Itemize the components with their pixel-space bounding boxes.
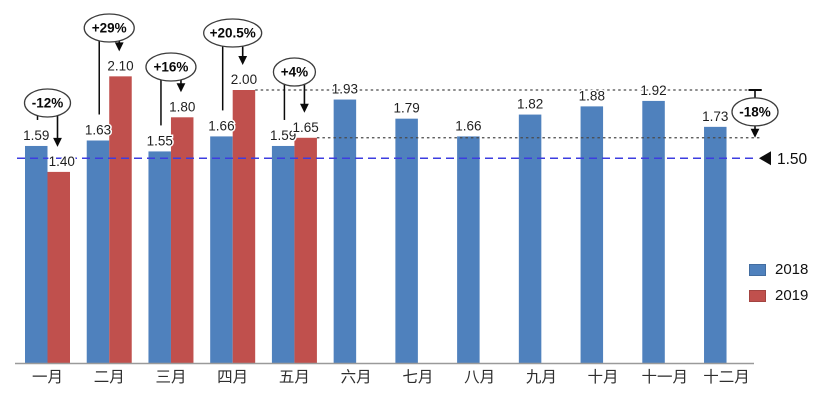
bar-2019-m5 [294,137,317,363]
x-tick-m2: 二月 [94,369,125,386]
bar-2018-m10 [580,106,604,363]
x-tick-m4: 四月 [217,369,248,386]
value-label-2018-m4: 1.66 [208,118,234,133]
annotation-oval-m1 [23,88,72,118]
annotation-arrowhead-m4 [238,56,248,65]
value-label-2019-m4: 2.00 [231,72,257,87]
annotation-text-m2: +29% [92,21,127,36]
drop-annotation-oval [731,97,779,127]
annotation-text-m4: +20.5% [210,26,256,41]
x-tick-m7: 七月 [402,368,433,386]
annotation-arrowhead-m5 [300,103,309,113]
annotation-text-m1: -12% [32,96,64,111]
bar-2019-m3 [170,117,194,363]
bar-2018-m1 [25,145,48,363]
annotation-oval-m4 [203,18,263,48]
value-label-2019-m5: 1.65 [293,120,319,135]
bar-2018-m12 [704,126,727,363]
value-label-2018-m10: 1.88 [579,88,605,103]
x-tick-m10: 十月 [588,368,619,386]
value-label-2019-m1: 1.40 [49,154,75,169]
annotation-arrowhead-m2 [114,42,124,52]
bar-2018-m4 [210,136,233,363]
bar-2018-m7 [395,118,418,363]
value-label-2018-m7: 1.79 [393,101,419,116]
annotation-arrowhead-m1 [53,137,62,147]
x-tick-m6: 六月 [341,368,372,386]
bar-2018-m3 [148,151,171,363]
x-tick-m9: 九月 [526,368,557,386]
value-label-2018-m2: 1.63 [85,123,111,138]
bar-2018-m8 [457,136,480,363]
value-label-2018-m12: 1.73 [702,109,728,124]
value-label-2018-m5: 1.59 [270,128,296,143]
annotation-oval-m3 [145,52,197,82]
value-label-2018-m3: 1.55 [147,133,173,148]
legend: 2018 2019 [749,261,809,304]
annotation-oval-m2 [83,13,135,43]
legend-item-2019: 2019 [749,287,809,304]
x-tick-m1: 一月 [32,369,63,386]
bar-2019-m4 [232,90,256,363]
annotation-arrowhead-m3 [176,83,186,93]
value-label-2018-m1: 1.59 [23,128,49,143]
bar-2018-m6 [333,99,357,364]
value-label-2018-m9: 1.82 [517,97,543,112]
drop-arrowhead [750,128,760,138]
bar-2019-m2 [109,76,132,363]
x-tick-m8: 八月 [464,369,495,386]
x-tick-m3: 三月 [155,369,186,386]
legend-label-2019: 2019 [775,287,809,304]
annotation-text-m3: +16% [154,60,189,75]
legend-swatch-2018 [749,264,766,276]
bar-2018-m9 [518,114,542,363]
annotation-oval-m5 [272,57,317,87]
value-label-2018-m11: 1.92 [640,83,666,98]
target-line-label: 1.50 [777,151,808,168]
value-label-2019-m3: 1.80 [169,99,195,114]
drop-annotation-text: -18% [739,104,771,119]
bar-2018-m2 [86,140,110,363]
legend-item-2018: 2018 [749,261,809,278]
value-label-2018-m6: 1.93 [332,82,358,97]
bar-2018-m11 [642,100,665,364]
x-tick-m5: 五月 [279,369,310,386]
x-tick-m12: 十二月 [703,368,750,386]
value-label-2018-m8: 1.66 [455,118,481,133]
target-marker-triangle-icon [759,151,771,166]
value-label-2019-m2: 2.10 [107,58,133,73]
bar-2018-m5 [271,145,295,363]
bar-2019-m1 [47,171,70,363]
legend-swatch-2019 [749,290,766,302]
legend-label-2018: 2018 [775,261,809,278]
x-tick-m11: 十一月 [642,368,689,386]
annotation-text-m5: +4% [281,65,308,80]
